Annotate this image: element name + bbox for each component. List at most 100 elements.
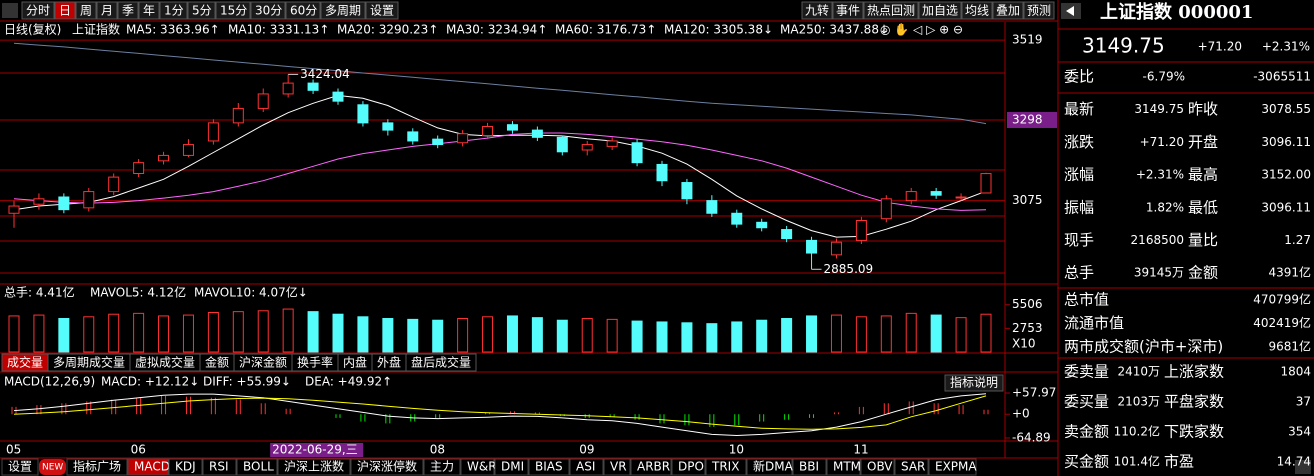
tool-button[interactable] (961, 1, 993, 20)
volume-bar (905, 312, 917, 353)
indicator-tab[interactable] (928, 458, 977, 476)
y-tick-label: 5506 (1012, 297, 1043, 311)
tool-button[interactable] (1023, 1, 1055, 20)
indicator-tab[interactable] (202, 458, 237, 476)
row-label: 昨收 (1188, 100, 1218, 118)
annotation: 2885.09 (824, 262, 874, 276)
row-value: -6.79% (1143, 70, 1185, 84)
tab-button[interactable] (138, 1, 160, 20)
indicator-tab[interactable] (168, 458, 203, 476)
tick-highlight (1007, 111, 1057, 128)
indicator-tab[interactable] (127, 458, 169, 476)
y-tick-label: 3519 (1012, 33, 1043, 47)
tab-button[interactable] (215, 1, 251, 20)
tool-button[interactable] (801, 1, 833, 20)
volume-legend: MAVOL10: 4.07亿↓ (194, 285, 308, 300)
tab-button[interactable] (96, 1, 118, 20)
y-tick-label: -64.89 (1012, 431, 1051, 445)
indicator-tab[interactable] (39, 459, 66, 475)
y-tick-label: 3075 (1012, 193, 1043, 207)
menu-icon[interactable] (2, 3, 18, 18)
volume-bar (606, 318, 618, 353)
volume-bar (482, 316, 494, 353)
x-tick-label: 11 (853, 443, 868, 457)
candle-body (432, 138, 444, 146)
volume-bar (382, 318, 394, 353)
tab-button[interactable] (365, 1, 399, 20)
scroll-button[interactable] (1295, 460, 1311, 474)
indicator-label: BIAS (535, 460, 563, 474)
tool-button[interactable] (863, 1, 919, 20)
row-value: 1804 (1280, 365, 1311, 379)
tab-button[interactable] (54, 1, 76, 20)
help-button[interactable] (944, 374, 1004, 392)
macd-legend: MACD(12,26,9) (4, 375, 95, 389)
indicator-label: 指标广场 (73, 459, 121, 474)
indicator-tab[interactable] (236, 458, 278, 476)
row-label: 金额 (1188, 264, 1218, 282)
indicator-tab[interactable] (860, 458, 895, 476)
indicator-tab[interactable] (66, 458, 128, 476)
tab-label: 设置 (370, 4, 394, 18)
tab-button[interactable] (285, 1, 321, 20)
y-tick-label: +0 (1012, 407, 1030, 421)
indicator-tab[interactable] (792, 458, 827, 476)
y-tick-label: 3298 (1012, 112, 1043, 126)
indicator-label: ASI (576, 460, 595, 474)
tab-button[interactable] (75, 1, 97, 20)
tool-label: 加自选 (922, 4, 958, 18)
row-label: 总市值 (1064, 291, 1109, 309)
tool-button[interactable] (992, 1, 1024, 20)
row-label: 买金额 (1064, 453, 1109, 471)
chart-icons[interactable]: ◎ ✋ ◁ ▷ ⊕ ⊖ (880, 23, 963, 37)
indicator-tab[interactable] (494, 458, 529, 476)
ma-legend: MA250: 3437.88↓ (780, 23, 889, 37)
tool-label: 事件 (836, 4, 860, 18)
ma-line (13, 94, 987, 238)
row-value: 9681亿 (1268, 339, 1311, 354)
volume-bar (756, 319, 768, 353)
indicator-tab[interactable] (603, 458, 631, 476)
row-label: 卖金额 (1064, 423, 1109, 441)
volume-bar (806, 315, 818, 353)
tab-label: 年 (143, 4, 155, 18)
tab-button[interactable] (250, 1, 286, 20)
indicator-tab[interactable] (350, 458, 424, 476)
row-label: 两市成交额(沪市+深市) (1064, 338, 1223, 356)
tab-button[interactable] (159, 1, 188, 20)
indicator-tab[interactable] (1, 458, 39, 476)
tab-label: 日 (59, 4, 71, 18)
row-label: 现手 (1064, 231, 1094, 249)
indicator-label: 新DMA (753, 459, 794, 474)
tool-button[interactable] (918, 1, 962, 20)
indicator-tab[interactable] (569, 458, 604, 476)
indicator-tab[interactable] (826, 458, 861, 476)
candle-body (457, 133, 469, 144)
candle-body (133, 162, 145, 174)
volume-tab[interactable] (405, 353, 477, 372)
candle-body (905, 191, 917, 202)
indicator-tab[interactable] (630, 458, 672, 476)
tab-button[interactable] (320, 1, 366, 20)
indicator-tab[interactable] (705, 458, 747, 476)
row-label: 流通市值 (1064, 314, 1124, 332)
tool-label: 叠加 (996, 4, 1020, 18)
tab-button[interactable] (21, 1, 55, 20)
tab-button[interactable] (117, 1, 139, 20)
quote-name: 上证指数 000001 (1100, 1, 1253, 23)
indicator-label: TRIX (711, 460, 739, 474)
indicator-tab[interactable] (277, 458, 351, 476)
indicator-tab[interactable] (894, 458, 929, 476)
row-label: 总手 (1064, 264, 1094, 282)
volume-bar (58, 318, 70, 353)
indicator-tab[interactable] (528, 458, 570, 476)
row-label: 最高 (1188, 166, 1218, 184)
indicator-tab[interactable] (460, 458, 495, 476)
indicator-tab[interactable] (671, 458, 706, 476)
indicator-tab[interactable] (746, 458, 793, 476)
indicator-tab[interactable] (423, 458, 461, 476)
tab-button[interactable] (187, 1, 216, 20)
quote-change: +71.20 (1198, 40, 1242, 54)
row-value: 2103万 (1117, 395, 1160, 409)
tool-button[interactable] (832, 1, 864, 20)
